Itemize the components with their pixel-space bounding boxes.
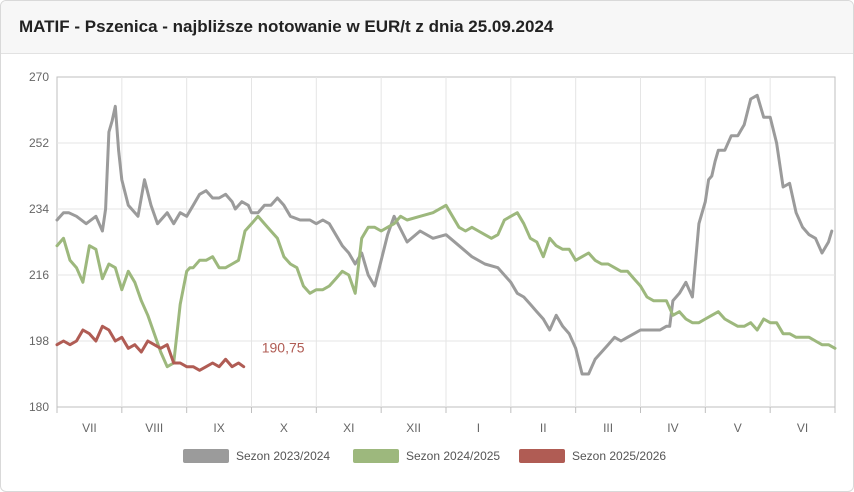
x-tick-label: XI xyxy=(343,421,354,435)
y-axis: 180 198 216 234 252 270 xyxy=(29,70,49,414)
x-tick-label: VIII xyxy=(145,421,163,435)
x-tick-label: V xyxy=(734,421,742,435)
legend-swatch[interactable] xyxy=(183,449,229,463)
y-tick-label: 180 xyxy=(29,400,49,414)
legend-label[interactable]: Sezon 2025/2026 xyxy=(572,449,666,463)
y-tick-label: 252 xyxy=(29,136,49,150)
x-tick-label: XII xyxy=(406,421,421,435)
y-tick-label: 216 xyxy=(29,268,49,282)
x-tick-label: VI xyxy=(797,421,808,435)
series-line-3 xyxy=(55,324,246,372)
x-axis: VII VIII IX X XI XII I II III IV V VI xyxy=(56,407,836,435)
y-tick-label: 270 xyxy=(29,70,49,84)
series-line-1 xyxy=(55,93,834,376)
y-tick-label: 198 xyxy=(29,334,49,348)
legend-label[interactable]: Sezon 2023/2024 xyxy=(236,449,330,463)
x-tick-label: VII xyxy=(82,421,97,435)
x-tick-label: II xyxy=(540,421,547,435)
last-value-label: 190,75 xyxy=(262,339,305,355)
legend-label[interactable]: Sezon 2024/2025 xyxy=(406,449,500,463)
annotations: 190,75 xyxy=(262,339,305,355)
x-tick-label: IV xyxy=(667,421,678,435)
chart-title: MATIF - Pszenica - najbliższe notowanie … xyxy=(19,17,554,36)
grid-lines xyxy=(56,76,836,408)
x-tick-label: X xyxy=(280,421,288,435)
x-tick-label: III xyxy=(603,421,613,435)
series-lines xyxy=(55,93,837,376)
legend-swatch[interactable] xyxy=(353,449,399,463)
series-line-2 xyxy=(55,203,837,369)
x-tick-label: I xyxy=(477,421,480,435)
legend-swatch[interactable] xyxy=(519,449,565,463)
card-header: MATIF - Pszenica - najbliższe notowanie … xyxy=(1,1,853,54)
y-tick-label: 234 xyxy=(29,202,49,216)
x-tick-label: IX xyxy=(213,421,224,435)
legend: Sezon 2023/2024 Sezon 2024/2025 Sezon 2025… xyxy=(183,449,666,463)
